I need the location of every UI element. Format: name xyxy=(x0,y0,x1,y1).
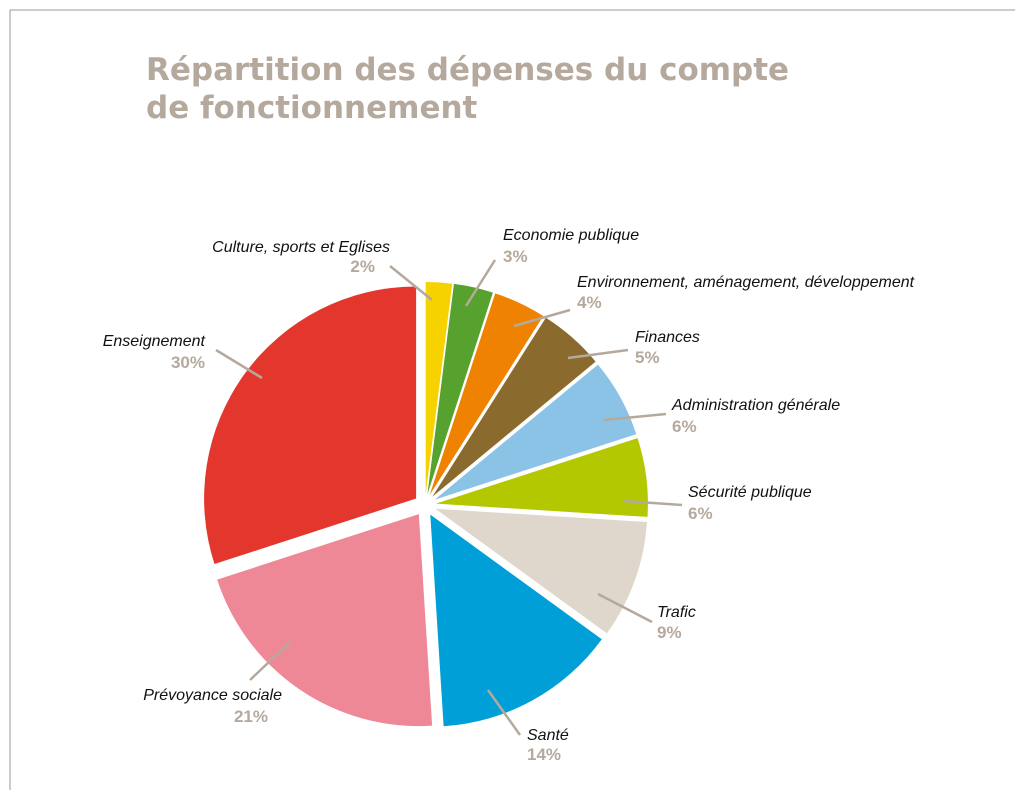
pie-slice xyxy=(425,282,453,495)
leader-line xyxy=(486,689,522,736)
leader-line xyxy=(215,348,263,380)
slice-value-label: 14% xyxy=(527,745,561,764)
chart-title: Répartition des dépenses du compte xyxy=(146,52,789,88)
leader-line xyxy=(249,641,291,681)
slice-name: Environnement, aménagement, développemen… xyxy=(577,274,915,291)
slice-name: Prévoyance sociale xyxy=(143,687,282,704)
slice-name: Finances xyxy=(635,329,700,346)
slice-value-label: 3% xyxy=(503,247,528,266)
slice-value-label: 4% xyxy=(577,293,602,312)
slice-value-label: 2% xyxy=(350,257,375,276)
slice-name: Sécurité publique xyxy=(688,484,812,501)
slice-name: Trafic xyxy=(657,604,696,621)
pie-slice xyxy=(432,317,596,497)
slice-name: Administration générale xyxy=(671,397,840,414)
pie-slice xyxy=(204,286,417,565)
leader-line xyxy=(464,259,497,307)
slice-value-label: 9% xyxy=(657,623,682,642)
slice-value-label: 21% xyxy=(234,707,268,726)
slice-name: Santé xyxy=(527,727,569,744)
leader-line xyxy=(389,265,433,301)
leader-line xyxy=(597,592,653,624)
pie-slice xyxy=(435,438,648,517)
chart-title: de fonctionnement xyxy=(146,90,478,126)
slice-value-label: 6% xyxy=(688,504,713,523)
slice-name: Enseignement xyxy=(103,333,206,350)
pie-slice xyxy=(427,283,493,495)
slice-name: Culture, sports et Eglises xyxy=(212,239,390,256)
slice-value-label: 6% xyxy=(672,417,697,436)
leader-line xyxy=(623,499,683,507)
pie-slice xyxy=(435,508,647,634)
pie-slice xyxy=(430,514,602,727)
pie-slice xyxy=(434,364,637,500)
slice-name: Economie publique xyxy=(503,227,639,244)
slice-value-label: 30% xyxy=(171,353,205,372)
slice-value-label: 5% xyxy=(635,348,660,367)
leader-line xyxy=(603,412,667,422)
leader-line xyxy=(513,308,571,328)
pie-slice xyxy=(217,514,433,727)
leader-line xyxy=(567,348,629,360)
pie-slice xyxy=(429,293,544,496)
